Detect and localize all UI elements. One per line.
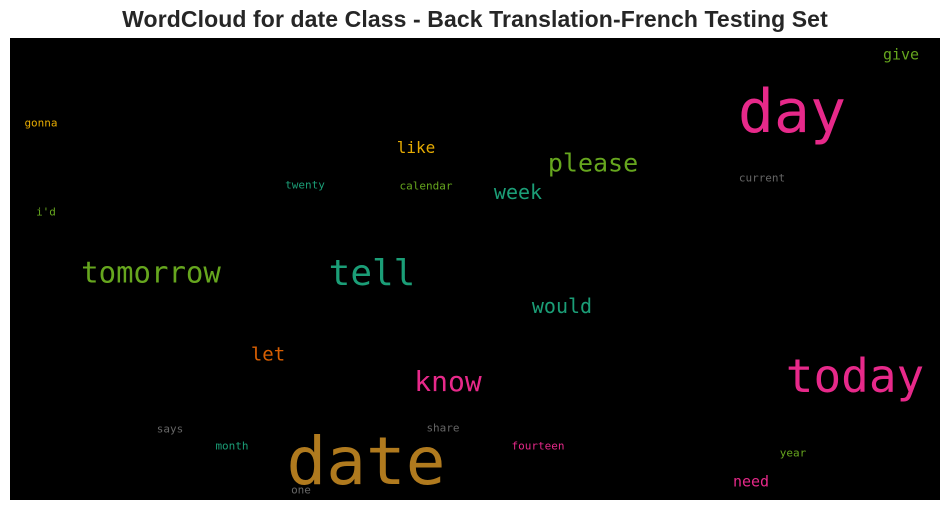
word-one: one [291,483,311,497]
word-month: month [215,439,249,453]
word-tomorrow: tomorrow [81,255,221,290]
word-says: says [156,422,184,436]
word-share: share [426,421,460,435]
word-fourteen: fourteen [511,439,565,453]
word-year: year [779,446,807,460]
word-week: week [493,180,543,204]
word-tell: tell [328,253,416,294]
chart-title: WordCloud for date Class - Back Translat… [122,6,828,32]
word-current: current [738,171,786,185]
word-let: let [250,343,286,366]
word-would: would [531,294,593,318]
word-day: day [737,77,847,147]
word-need: need [732,472,770,491]
word-i-d: i'd [36,205,56,219]
word-know: know [414,365,482,398]
word-today: today [785,349,925,403]
word-calendar: calendar [399,179,453,193]
word-cloud: date day today tell tomorrow know please week wo… [10,38,940,500]
word-gonna: gonna [24,116,58,130]
word-like: like [396,138,436,157]
word-twenty: twenty [285,178,325,192]
word-please: please [547,148,639,178]
word-give: give [882,45,920,64]
word-date: date [286,423,446,500]
